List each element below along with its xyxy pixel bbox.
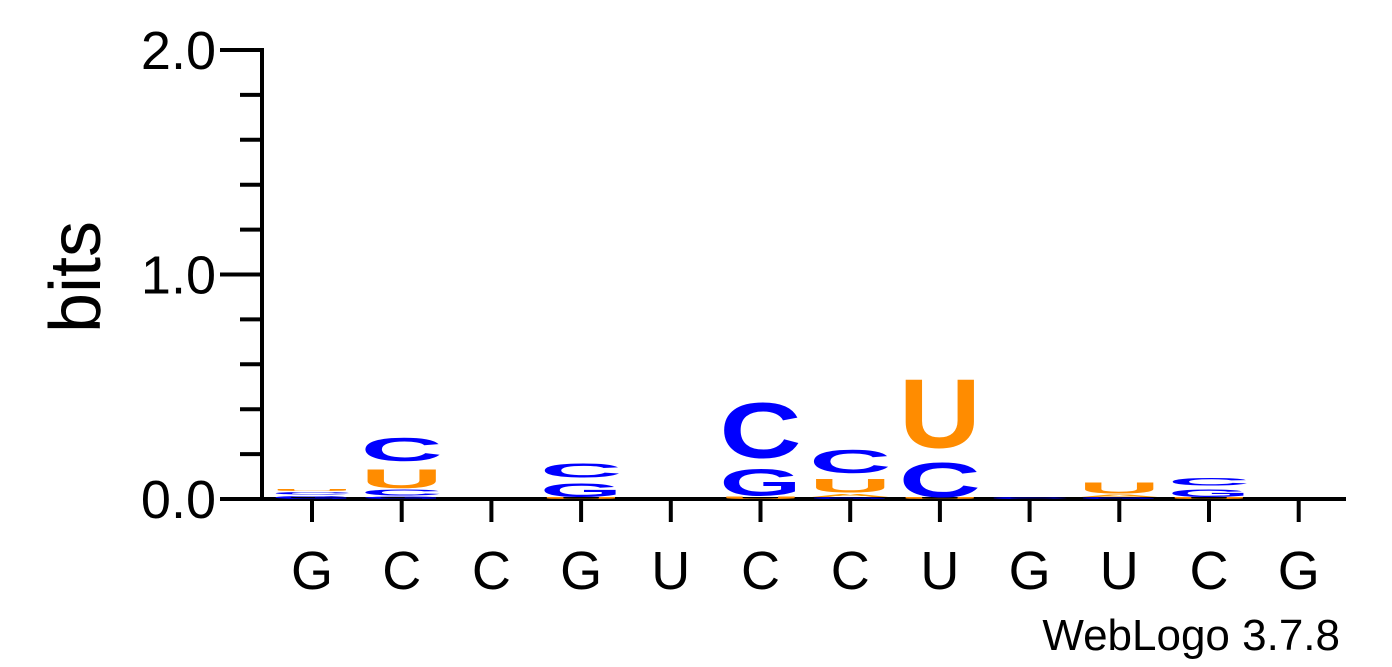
logo-letter-G: G xyxy=(809,497,891,500)
y-axis-title: bits xyxy=(36,221,116,333)
y-tick-label: 1.0 xyxy=(141,246,216,306)
x-tick-label: C xyxy=(831,541,870,601)
svg-text:U: U xyxy=(540,497,622,500)
logo-letter-G: G xyxy=(1168,487,1250,500)
logo-letter-C: C xyxy=(989,497,1071,500)
logo-letter-G: G xyxy=(361,496,443,500)
svg-text:C: C xyxy=(1168,475,1250,488)
logo-letter-U: U xyxy=(809,475,891,496)
svg-text:C: C xyxy=(989,497,1071,500)
logo-letter-C: C xyxy=(1168,475,1250,488)
logo-letter-C: C xyxy=(361,430,443,468)
weblogo-credit: WebLogo 3.7.8 xyxy=(1042,611,1340,660)
logo-letter-U: U xyxy=(361,464,443,494)
x-tick-label: U xyxy=(651,541,690,601)
logo-letter-C: C xyxy=(271,491,353,495)
x-tick-label: G xyxy=(291,541,333,601)
svg-text:A: A xyxy=(809,493,891,498)
y-axis: 0.0 1.0 2.0 xyxy=(141,21,264,530)
logo-letter-U: U xyxy=(1078,479,1160,497)
logo-letter-C: C xyxy=(540,460,622,483)
x-tick-label: G xyxy=(1278,541,1320,601)
svg-text:U: U xyxy=(361,464,443,494)
x-tick-label: U xyxy=(920,541,959,601)
x-tick-label: C xyxy=(1190,541,1229,601)
svg-text:G: G xyxy=(809,497,891,500)
svg-text:U: U xyxy=(899,359,981,469)
x-tick-label: C xyxy=(382,541,421,601)
logo-letter-G: G xyxy=(1078,497,1160,500)
logo-letter-U: U xyxy=(899,497,981,500)
svg-text:U: U xyxy=(720,496,802,500)
logo-letter-A: A xyxy=(1078,494,1160,498)
svg-text:C: C xyxy=(361,430,443,468)
svg-text:U: U xyxy=(271,489,353,492)
svg-text:U: U xyxy=(809,475,891,496)
logo-letter-U: U xyxy=(720,496,802,500)
logo-letter-A: A xyxy=(809,493,891,498)
svg-text:G: G xyxy=(271,495,353,500)
svg-text:G: G xyxy=(1168,487,1250,500)
logo-letter-C: C xyxy=(361,489,443,498)
svg-text:U: U xyxy=(1078,479,1160,497)
x-tick-label: C xyxy=(741,541,780,601)
logo-letter-U: U xyxy=(1168,497,1250,500)
logo-letter-G: G xyxy=(540,480,622,501)
logo-letter-U: U xyxy=(899,359,981,469)
svg-text:C: C xyxy=(271,491,353,495)
logo-letter-G: G xyxy=(271,495,353,500)
y-tick-label: 0.0 xyxy=(141,470,216,530)
logo-letter-U: U xyxy=(271,489,353,492)
logo-letter-C: C xyxy=(720,386,802,474)
svg-text:C: C xyxy=(899,452,981,507)
logo-letter-C: C xyxy=(809,443,891,481)
x-tick-label: C xyxy=(472,541,511,601)
svg-text:C: C xyxy=(540,460,622,483)
logo-letter-G: G xyxy=(720,461,802,504)
svg-text:G: G xyxy=(540,480,622,501)
svg-text:C: C xyxy=(361,489,443,498)
svg-text:U: U xyxy=(1168,497,1250,500)
svg-text:C: C xyxy=(809,443,891,481)
x-tick-label: G xyxy=(560,541,602,601)
svg-text:U: U xyxy=(899,497,981,500)
svg-text:G: G xyxy=(720,461,802,504)
x-tick-label: G xyxy=(1009,541,1051,601)
logo-letter-U: U xyxy=(540,497,622,500)
svg-text:A: A xyxy=(1078,494,1160,498)
svg-text:G: G xyxy=(1078,497,1160,500)
y-tick-label: 2.0 xyxy=(141,21,216,81)
logo-letter-C: C xyxy=(899,452,981,507)
x-tick-label: U xyxy=(1100,541,1139,601)
svg-text:C: C xyxy=(720,386,802,474)
svg-text:G: G xyxy=(361,496,443,500)
